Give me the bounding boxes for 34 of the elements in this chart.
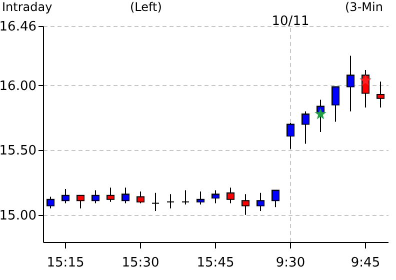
candlestick	[46, 196, 54, 209]
candlestick	[62, 188, 70, 204]
candlestick	[226, 187, 234, 204]
candlestick	[376, 81, 384, 108]
candlestick	[346, 55, 354, 112]
candlestick	[242, 194, 250, 216]
candlestick	[122, 187, 130, 204]
x-tick-label: 15:45	[196, 256, 234, 270]
y-tick-label: 15.50	[0, 144, 36, 159]
ref-line-label: 10/11	[272, 14, 310, 29]
candlestick	[212, 190, 220, 204]
candlestick	[106, 187, 114, 202]
candlestick	[182, 190, 190, 205]
y-tick-label: 15.00	[0, 208, 36, 224]
text: (Left)	[130, 0, 162, 14]
x-tick-label: 9:30	[276, 256, 306, 270]
x-tick-label: 9:45	[350, 256, 380, 270]
candlestick	[286, 122, 294, 150]
candlestick	[272, 190, 280, 208]
candlestick	[302, 110, 310, 144]
x-tick-label: 15:30	[122, 256, 160, 270]
candlestick	[256, 192, 264, 212]
y-tick-label: 16.00	[0, 78, 36, 94]
chart-title: Intraday	[2, 0, 52, 14]
candlestick	[76, 194, 84, 209]
candlestick	[196, 191, 204, 205]
candlestick	[152, 192, 160, 212]
candlestick	[332, 86, 340, 122]
candlestick	[166, 194, 174, 209]
candlestick	[92, 190, 100, 204]
x-tick-label: 15:15	[46, 256, 84, 270]
y-tick-label: 16.46	[0, 20, 36, 34]
candlestick	[136, 191, 144, 204]
text: (3-Min	[345, 0, 383, 14]
